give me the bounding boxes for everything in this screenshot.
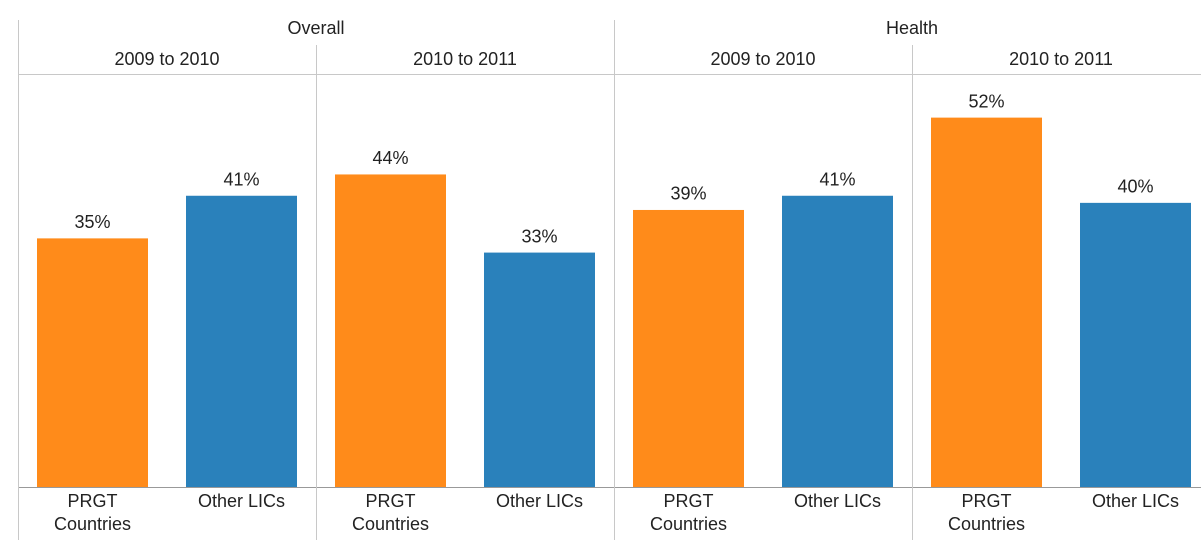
- panel-title: 2009 to 2010: [710, 49, 815, 69]
- panel-title: 2010 to 2011: [413, 49, 517, 69]
- group-title: Overall: [287, 18, 344, 38]
- value-label: 41%: [819, 170, 855, 190]
- panel-title: 2009 to 2010: [114, 49, 219, 69]
- bar: [782, 195, 893, 488]
- panel-title: 2010 to 2011: [1009, 49, 1113, 69]
- x-tick-label: Other LICs: [1091, 491, 1180, 511]
- value-label: 44%: [372, 148, 408, 168]
- bar: [484, 252, 595, 487]
- value-label: 41%: [223, 170, 259, 190]
- value-label: 39%: [670, 184, 706, 204]
- x-tick-label: PRGT Countries: [947, 491, 1026, 534]
- x-tick-label: Other LICs: [495, 491, 584, 511]
- x-tick-label: PRGT Countries: [53, 491, 132, 534]
- value-label: 52%: [968, 91, 1004, 111]
- x-tick-label: Other LICs: [793, 491, 882, 511]
- group-title: Health: [886, 18, 938, 38]
- x-tick-label: Other LICs: [197, 491, 286, 511]
- bar: [1080, 202, 1191, 488]
- x-tick-label: PRGT Countries: [351, 491, 430, 534]
- bar: [186, 195, 297, 488]
- x-tick-label: PRGT Countries: [649, 491, 728, 534]
- value-label: 35%: [74, 212, 110, 232]
- bar: [37, 238, 148, 487]
- bar: [335, 174, 446, 487]
- bar: [931, 117, 1042, 487]
- bar: [633, 209, 744, 487]
- value-label: 33%: [521, 226, 557, 246]
- value-label: 40%: [1117, 177, 1153, 197]
